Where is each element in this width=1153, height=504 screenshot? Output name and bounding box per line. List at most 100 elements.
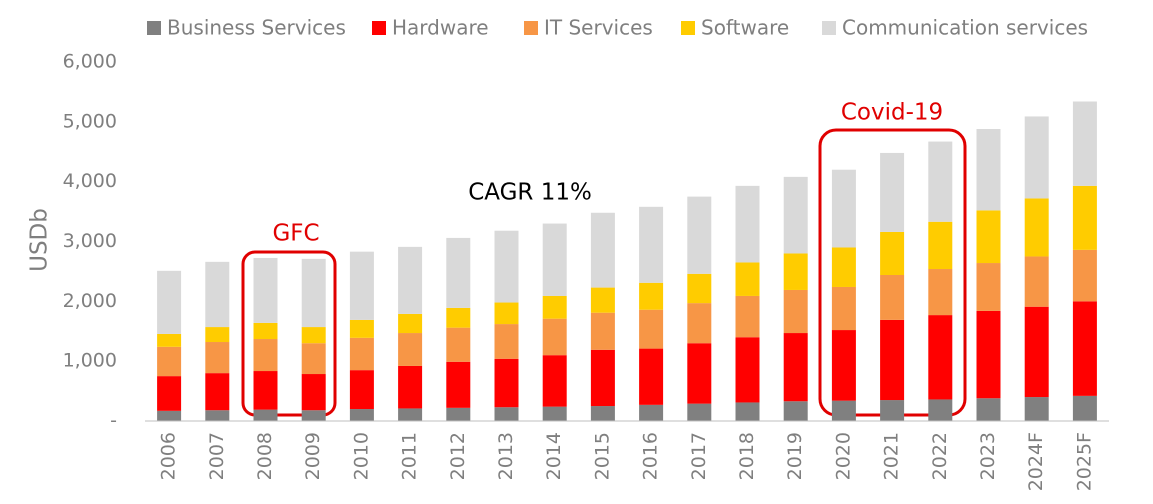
bar-segment (157, 346, 182, 377)
bar-segment (831, 330, 856, 401)
bar-segment (976, 310, 1001, 399)
bar-segment (590, 312, 615, 350)
bar-segment (253, 371, 278, 410)
bar-segment (542, 355, 567, 407)
bar-segment (1024, 116, 1049, 199)
bar-segment (349, 370, 374, 410)
bar-segment (880, 231, 905, 276)
bar-segment (687, 303, 712, 344)
bar-segment (1024, 397, 1049, 421)
bar-segment (783, 333, 808, 402)
bar-segment (639, 348, 664, 405)
bar-segment (735, 402, 760, 421)
bar-segment (1024, 306, 1049, 398)
bar-segment (446, 307, 471, 328)
legend-swatch (822, 21, 836, 35)
bar-segment (976, 210, 1001, 264)
bar-segment (398, 333, 423, 366)
bar-segment (446, 237, 471, 308)
x-tick-label: 2014 (543, 432, 565, 480)
bar-segment (639, 404, 664, 421)
bar-segment (880, 152, 905, 232)
bar-segment (687, 273, 712, 304)
bar-segment (976, 398, 1001, 421)
bar-segment (398, 246, 423, 314)
annotation: GFC (272, 221, 319, 247)
annotation: Covid-19 (841, 100, 943, 126)
legend-swatch (147, 21, 161, 35)
bar-segment (1024, 256, 1049, 307)
bar-segment (494, 230, 519, 303)
bar-segment (253, 322, 278, 340)
x-tick-label: 2025F (1073, 432, 1095, 491)
bar-segment (494, 358, 519, 408)
bar-segment (928, 141, 953, 222)
bar-segment (639, 206, 664, 283)
x-tick-label: 2016 (640, 432, 662, 480)
bar-segment (590, 212, 615, 288)
x-tick-label: 2021 (881, 432, 903, 480)
bar-segment (590, 406, 615, 421)
bar-segment (735, 295, 760, 338)
bar-segment (301, 374, 326, 411)
bar-segment (1072, 249, 1097, 302)
x-tick-label: 2008 (254, 432, 276, 480)
bar-segment (928, 221, 953, 270)
y-tick-label: 4,000 (63, 170, 117, 192)
bar-segment (398, 313, 423, 334)
x-tick-label: 2019 (784, 432, 806, 480)
bar-segment (253, 409, 278, 421)
bar-segment (253, 339, 278, 372)
x-tick-label: 2007 (206, 432, 228, 480)
bar-segment (301, 343, 326, 375)
y-tick-label: 6,000 (63, 51, 117, 73)
y-axis-label: USDb (27, 208, 53, 272)
bar-segment (1072, 395, 1097, 421)
y-tick-label: 1,000 (63, 350, 117, 372)
bar-segment (735, 185, 760, 263)
x-tick-label: 2012 (447, 432, 469, 480)
legend-swatch (524, 21, 538, 35)
bar-segment (157, 270, 182, 334)
bar-segment (542, 295, 567, 319)
bar-segment (735, 337, 760, 403)
x-tick-label: 2015 (591, 432, 613, 480)
bar-segment (783, 176, 808, 254)
bar-segment (687, 196, 712, 274)
x-tick-label: 2017 (688, 432, 710, 480)
bar-segment (205, 410, 230, 421)
x-tick-label: 2010 (350, 432, 372, 480)
legend-label: Communication services (842, 16, 1088, 40)
bar-segment (1072, 185, 1097, 250)
bar-segment (157, 410, 182, 421)
bar-segment (205, 373, 230, 411)
bar-segment (831, 400, 856, 421)
y-tick-label: 5,000 (63, 110, 117, 132)
x-tick-label: 2022 (929, 432, 951, 480)
bar-segment (542, 223, 567, 296)
bar-segment (590, 349, 615, 407)
legend-swatch (681, 21, 695, 35)
bar-segment (205, 342, 230, 374)
bar-segment (831, 286, 856, 331)
bar-segment (494, 324, 519, 359)
legend-label: Business Services (167, 16, 346, 40)
y-tick-label: - (110, 410, 117, 432)
bar-segment (831, 169, 856, 248)
bar-segment (590, 287, 615, 313)
bar-segment (928, 399, 953, 421)
bar-segment (157, 376, 182, 411)
x-tick-label: 2023 (977, 432, 999, 480)
bar-segment (880, 275, 905, 320)
bar-segment (446, 361, 471, 408)
bar-segment (349, 337, 374, 371)
bar-segment (1072, 101, 1097, 186)
bar-segment (880, 400, 905, 421)
y-tick-label: 3,000 (63, 230, 117, 252)
legend-label: IT Services (544, 16, 653, 40)
x-tick-label: 2018 (736, 432, 758, 480)
bar-segment (301, 327, 326, 344)
x-tick-label: 2006 (158, 432, 180, 480)
bar-segment (301, 258, 326, 328)
bar-segment (398, 365, 423, 409)
